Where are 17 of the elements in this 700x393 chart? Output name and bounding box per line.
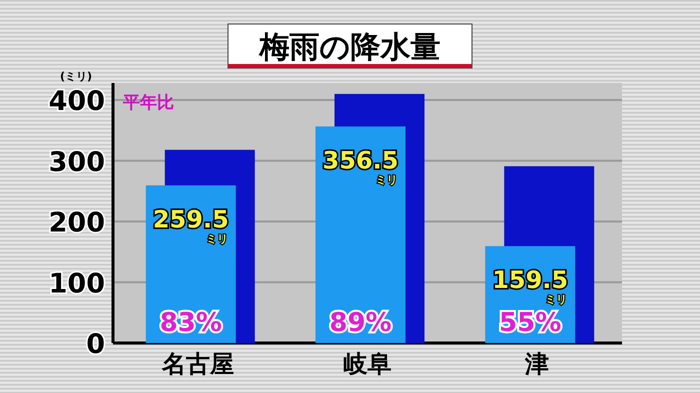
annotation: 89% [329,308,392,338]
annotation: 55% [499,308,562,338]
data-label: 259.5ミリ [152,205,229,246]
y-tick-label: 300 [48,146,105,178]
y-axis-title: (ミリ) [60,70,92,83]
chart-title: 梅雨の降水量 [258,30,440,65]
y-tick-label: 100 [48,268,105,300]
x-tick-label: 名古屋 [160,350,234,378]
data-label: 356.5ミリ [322,146,398,186]
y-tick-label: 400 [48,86,105,118]
x-tick-label: 岐阜 [344,350,392,378]
data-label: 159.5ミリ [492,266,568,306]
y-tick-label: 200 [48,208,105,239]
annotation: 83% [160,308,222,338]
annotation: 平年比 [122,93,174,113]
x-tick-label: 津 [524,350,550,378]
y-tick-label: 0 [86,329,105,360]
